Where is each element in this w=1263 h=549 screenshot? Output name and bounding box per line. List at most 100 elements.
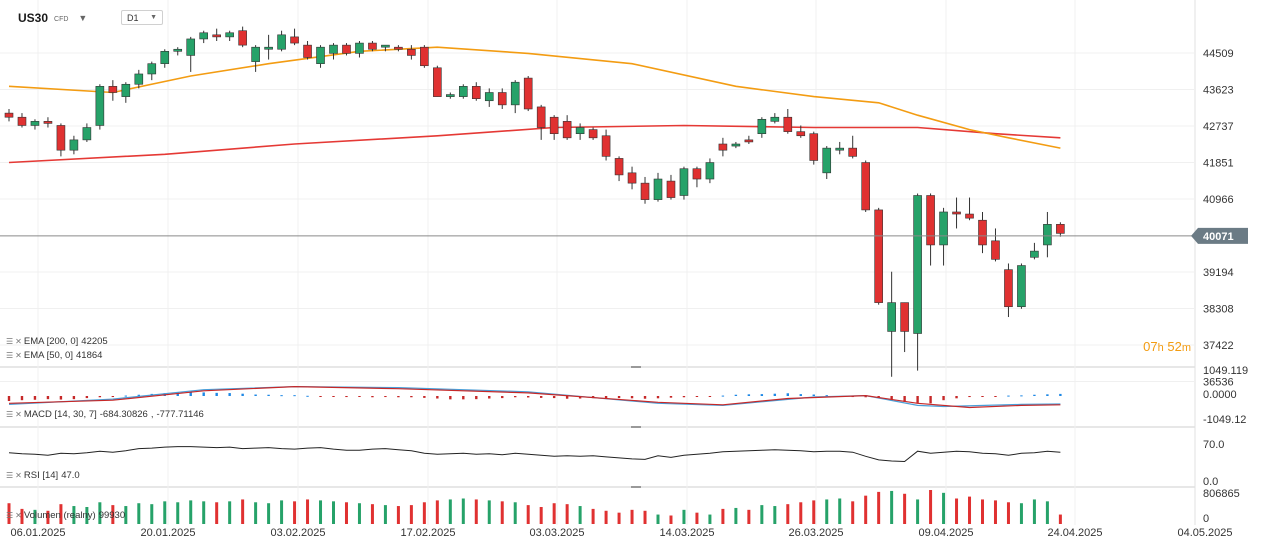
macd-histogram-bar <box>189 392 192 396</box>
candle <box>199 30 208 44</box>
macd-histogram-bar <box>137 394 140 396</box>
candle-body-down <box>614 158 624 176</box>
candle <box>939 207 948 266</box>
price-tick-label: 36536 <box>1203 376 1234 388</box>
macd-histogram-bar <box>1020 395 1023 397</box>
macd-histogram-bar <box>371 396 374 398</box>
candle-body-up <box>1030 250 1039 258</box>
volume-bar <box>33 509 37 524</box>
candle-body-down <box>640 182 650 200</box>
macd-histogram-bar <box>643 396 647 399</box>
macd-histogram-bar <box>773 393 777 396</box>
candle-body-down <box>43 121 53 124</box>
x-tick-label: 20.01.2025 <box>140 527 195 539</box>
candle <box>627 166 637 190</box>
candle <box>952 197 961 229</box>
candle <box>874 207 883 305</box>
candle <box>887 271 896 377</box>
candle <box>861 160 870 212</box>
candle <box>368 41 377 52</box>
volume-bar <box>448 499 452 524</box>
price-tick-label: 42737 <box>1203 121 1234 133</box>
close-icon[interactable]: ✕ <box>15 351 22 360</box>
settings-icon[interactable]: ☰ <box>6 471 13 480</box>
macd-histogram-bar <box>280 395 283 397</box>
volume-bar <box>669 515 673 524</box>
timeframe-selector[interactable]: D1 ▼ <box>121 10 163 25</box>
close-icon[interactable]: ✕ <box>15 410 22 419</box>
candle <box>705 158 715 184</box>
settings-icon[interactable]: ☰ <box>6 511 13 520</box>
volume-tick-label: 806865 <box>1203 488 1240 500</box>
indicator-macd[interactable]: ☰ ✕ MACD [14, 30, 7] -684.30826, -777.71… <box>6 409 204 420</box>
indicator-ema50[interactable]: ☰ ✕ EMA [50, 0] 41864 <box>6 350 102 361</box>
panel-resize-handle <box>631 486 641 488</box>
settings-icon[interactable]: ☰ <box>6 337 13 346</box>
macd-histogram-bar <box>1059 393 1062 396</box>
close-icon[interactable]: ✕ <box>15 337 22 346</box>
candle <box>679 166 689 200</box>
current-price-label: 40071 <box>1203 231 1234 243</box>
indicator-rsi[interactable]: ☰ ✕ RSI [14] 47.0 <box>6 470 80 481</box>
rsi-tick-label: 70.0 <box>1203 439 1224 451</box>
indicator-volume[interactable]: ☰ ✕ Volumen (realny) 99930 <box>6 510 125 521</box>
instrument-type: CFD <box>54 16 69 23</box>
volume-bar <box>1019 503 1023 524</box>
candle-body-down <box>290 36 299 44</box>
volume-bar <box>215 502 219 524</box>
macd-histogram-bar <box>124 395 128 397</box>
candle <box>342 43 351 56</box>
candle <box>420 45 429 68</box>
candle-body-down <box>497 92 507 106</box>
macd-histogram-bar <box>682 396 686 398</box>
candle-body-down <box>588 129 598 139</box>
macd-histogram-bar <box>111 396 115 398</box>
macd-histogram-bar <box>695 396 699 397</box>
candle <box>1030 242 1039 260</box>
candle <box>614 156 624 182</box>
x-tick-label: 26.03.2025 <box>788 527 843 539</box>
candle <box>471 82 481 101</box>
candle <box>121 82 131 103</box>
macd-panel <box>7 385 1062 409</box>
macd-histogram-bar <box>1046 394 1049 396</box>
macd-histogram-bar <box>929 396 932 404</box>
settings-icon[interactable]: ☰ <box>6 351 13 360</box>
x-tick-label: 04.05.2025 <box>1177 527 1232 539</box>
macd-histogram-bar <box>254 394 257 396</box>
macd-histogram-bar <box>734 394 738 396</box>
macd-histogram-bar <box>1007 395 1010 397</box>
volume-bar <box>409 505 413 524</box>
volume-bar <box>344 502 348 524</box>
settings-icon[interactable]: ☰ <box>6 410 13 419</box>
volume-bar <box>682 509 686 524</box>
candle-body-down <box>471 86 481 99</box>
candle <box>160 49 170 68</box>
candle-body-down <box>874 209 883 303</box>
close-icon[interactable]: ✕ <box>15 511 22 520</box>
macd-histogram-bar <box>33 396 37 400</box>
macd-histogram-bar <box>267 394 270 396</box>
volume-bar <box>111 505 115 524</box>
macd-histogram-bar <box>656 396 660 399</box>
candle-body-up <box>653 178 663 200</box>
macd-value-1: -684.30826 <box>99 409 148 420</box>
volume-bar <box>812 500 816 524</box>
candle-body-down <box>848 147 858 157</box>
close-icon[interactable]: ✕ <box>15 471 22 480</box>
macd-histogram-bar <box>903 396 906 402</box>
indicator-ema200[interactable]: ☰ ✕ EMA [200, 0] 42205 <box>6 336 108 347</box>
volume-bar <box>864 495 868 524</box>
chevron-down-icon[interactable]: ▼ <box>78 13 88 23</box>
macd-histogram-bar <box>462 396 465 400</box>
candle <box>134 69 144 89</box>
candle <box>446 92 455 99</box>
symbol-selector[interactable]: US30 CFD ▼ <box>18 8 87 28</box>
candle <box>329 43 338 60</box>
candle <box>17 113 27 128</box>
macd-tick-label: 1049.119 <box>1203 365 1248 377</box>
candle <box>588 127 598 140</box>
candle-body-down <box>394 46 403 50</box>
macd-histogram-bar <box>825 395 828 397</box>
